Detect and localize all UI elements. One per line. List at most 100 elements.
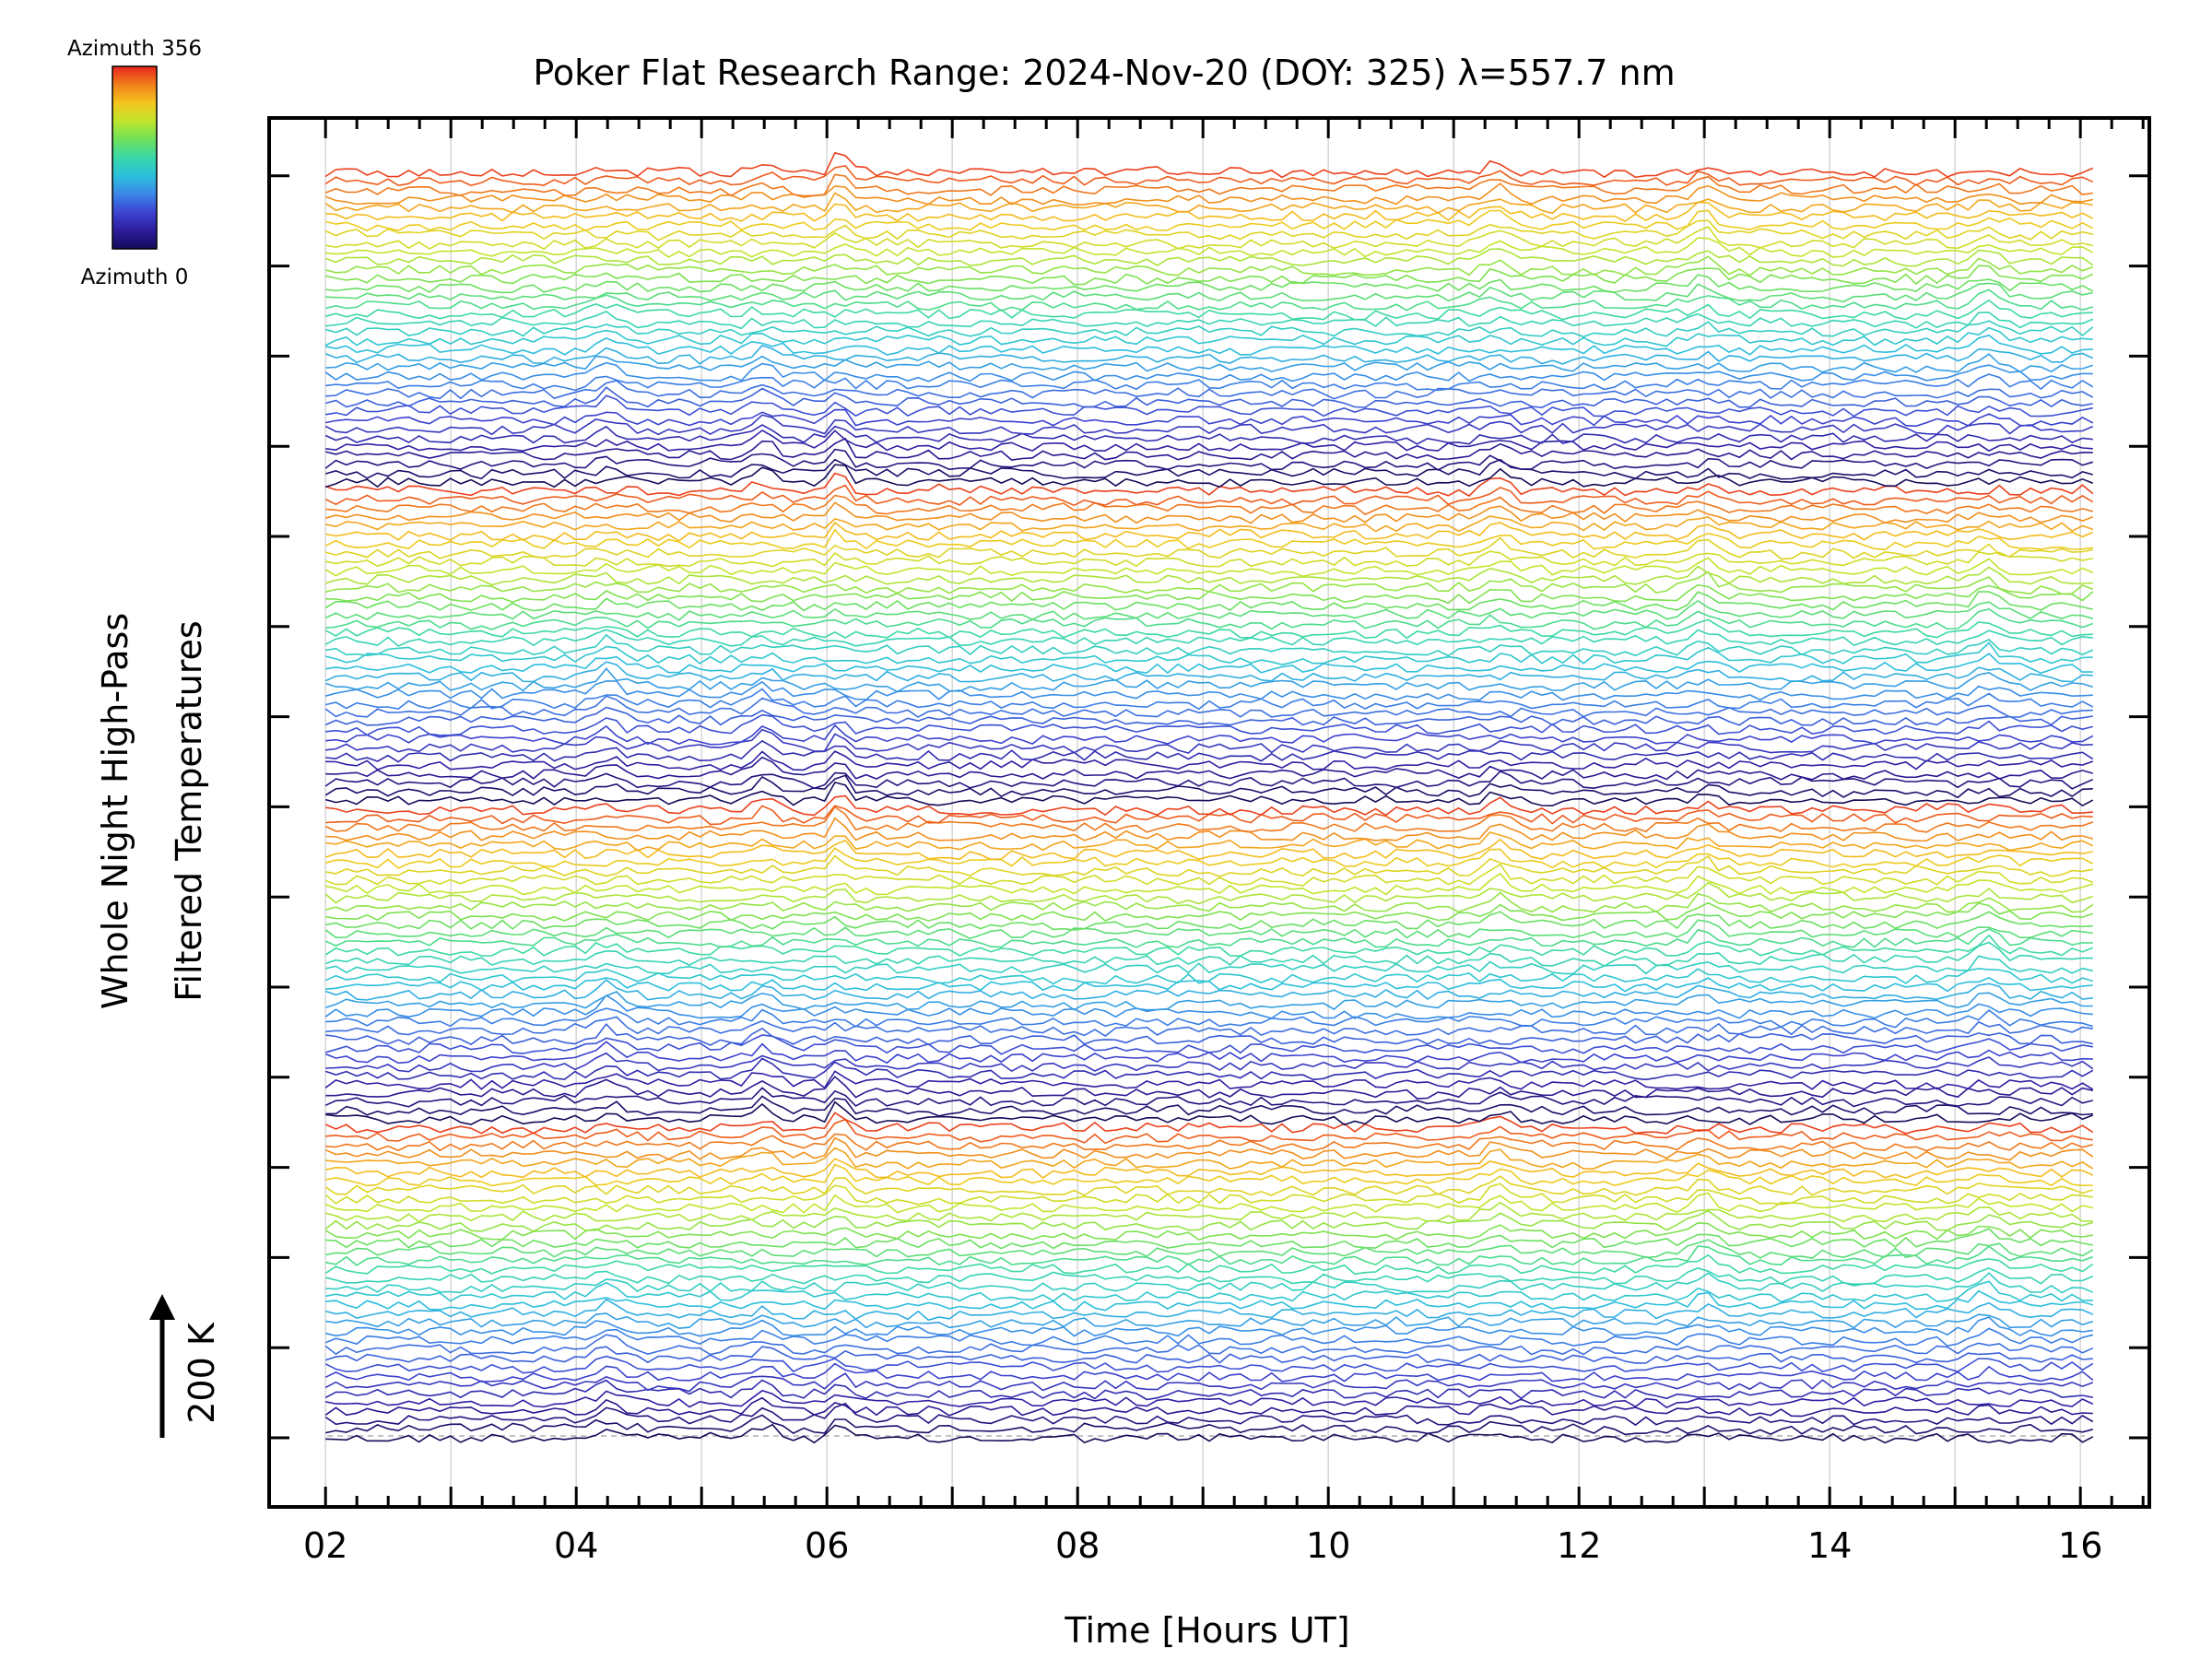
series-line bbox=[324, 320, 2094, 338]
series-line bbox=[325, 891, 2094, 913]
series-line bbox=[324, 1327, 2093, 1347]
series-line bbox=[325, 911, 2093, 931]
series-line bbox=[325, 1133, 2093, 1152]
series-line bbox=[325, 1267, 2094, 1286]
series-line bbox=[325, 901, 2094, 923]
series-line bbox=[325, 854, 2093, 877]
series-line bbox=[325, 1228, 2093, 1250]
series-line bbox=[324, 863, 2094, 888]
series-line bbox=[324, 458, 2094, 480]
series-line bbox=[324, 484, 2094, 507]
axis-ticks bbox=[269, 118, 2149, 1507]
series-line bbox=[325, 394, 2093, 418]
series-line bbox=[324, 991, 2093, 1011]
x-tick-label: 14 bbox=[1807, 1525, 1852, 1566]
series-line bbox=[325, 955, 2093, 975]
series-line bbox=[325, 1389, 2094, 1409]
series-line bbox=[324, 536, 2093, 560]
series-line bbox=[325, 1147, 2094, 1171]
series-line bbox=[324, 1334, 2094, 1356]
series-line bbox=[324, 472, 2094, 498]
series-line bbox=[325, 1007, 2094, 1029]
series-line bbox=[325, 226, 2093, 251]
series-line bbox=[324, 565, 2093, 586]
series-line bbox=[324, 1209, 2094, 1233]
series-line bbox=[325, 201, 2094, 223]
series-line bbox=[324, 781, 2094, 807]
series-line bbox=[324, 344, 2094, 365]
scale-bar-label: 200 K bbox=[182, 1322, 222, 1424]
series-line bbox=[325, 380, 2094, 400]
series-line bbox=[325, 1100, 2094, 1126]
series-line bbox=[325, 1201, 2093, 1223]
series-line bbox=[325, 209, 2094, 232]
series-line bbox=[325, 1280, 2093, 1303]
y-axis-label-line1: Whole Night High-Pass bbox=[95, 613, 135, 1009]
series-line bbox=[325, 265, 2094, 286]
series-line bbox=[325, 1118, 2093, 1145]
x-axis-label: Time [Hours UT] bbox=[1064, 1610, 1349, 1651]
x-tick-label: 04 bbox=[554, 1525, 598, 1566]
series-line bbox=[324, 618, 2093, 640]
series-line bbox=[325, 872, 2094, 896]
series-line bbox=[325, 1016, 2093, 1037]
x-tick-label: 10 bbox=[1306, 1525, 1350, 1566]
series-line bbox=[325, 274, 2094, 294]
series-line bbox=[325, 750, 2094, 771]
colorbar-top-label: Azimuth 356 bbox=[67, 37, 202, 61]
series-line bbox=[324, 192, 2093, 215]
series-line bbox=[324, 847, 2094, 869]
series-line bbox=[325, 1414, 2094, 1436]
series-line bbox=[324, 1175, 2094, 1196]
series-line bbox=[324, 326, 2093, 347]
series-line bbox=[325, 724, 2094, 746]
series-line bbox=[325, 429, 2093, 453]
series-line bbox=[325, 1052, 2094, 1073]
series-line bbox=[324, 501, 2094, 524]
series-line bbox=[324, 248, 2094, 267]
series-line bbox=[325, 571, 2094, 595]
series-line bbox=[324, 1182, 2093, 1206]
series-line bbox=[324, 1221, 2093, 1241]
series-line bbox=[324, 557, 2094, 578]
x-tick-label: 16 bbox=[2058, 1525, 2102, 1566]
series-line bbox=[325, 688, 2094, 711]
series-line bbox=[324, 770, 2094, 790]
y-axis-label-line2: Filtered Temperatures bbox=[169, 620, 209, 1001]
series-line bbox=[325, 521, 2094, 542]
series-line bbox=[325, 515, 2094, 533]
series-line bbox=[325, 255, 2094, 276]
series-line bbox=[325, 237, 2094, 258]
series-line bbox=[325, 794, 2093, 817]
scale-bar-arrow-head bbox=[149, 1294, 175, 1320]
series-line bbox=[324, 1136, 2094, 1161]
series-line bbox=[324, 1362, 2094, 1382]
series-line bbox=[325, 583, 2094, 605]
series-line bbox=[325, 353, 2094, 373]
series-line bbox=[324, 1112, 2094, 1135]
series-line bbox=[325, 282, 2093, 303]
series-line bbox=[324, 299, 2093, 321]
series-line bbox=[324, 1034, 2093, 1055]
series-line bbox=[324, 1070, 2094, 1090]
series-line bbox=[325, 1312, 2094, 1330]
series-line bbox=[325, 756, 2094, 781]
series-line bbox=[324, 151, 2094, 179]
series-line bbox=[325, 373, 2094, 392]
series-line bbox=[324, 1379, 2093, 1401]
series-line bbox=[324, 661, 2093, 683]
series-line bbox=[324, 979, 2093, 1001]
series-line bbox=[324, 1192, 2093, 1214]
series-line bbox=[324, 386, 2093, 409]
series-line bbox=[325, 334, 2093, 356]
series-line bbox=[324, 1346, 2093, 1365]
series-line bbox=[324, 528, 2093, 551]
series-line bbox=[324, 173, 2093, 197]
series-line bbox=[325, 1289, 2094, 1312]
series-line bbox=[325, 713, 2093, 736]
series-line bbox=[324, 1402, 2094, 1427]
x-tick-label: 12 bbox=[1557, 1525, 1601, 1566]
series-line bbox=[324, 838, 2093, 861]
x-tick-labels: 02 04 06 08 10 12 14 16 bbox=[303, 1525, 2102, 1566]
